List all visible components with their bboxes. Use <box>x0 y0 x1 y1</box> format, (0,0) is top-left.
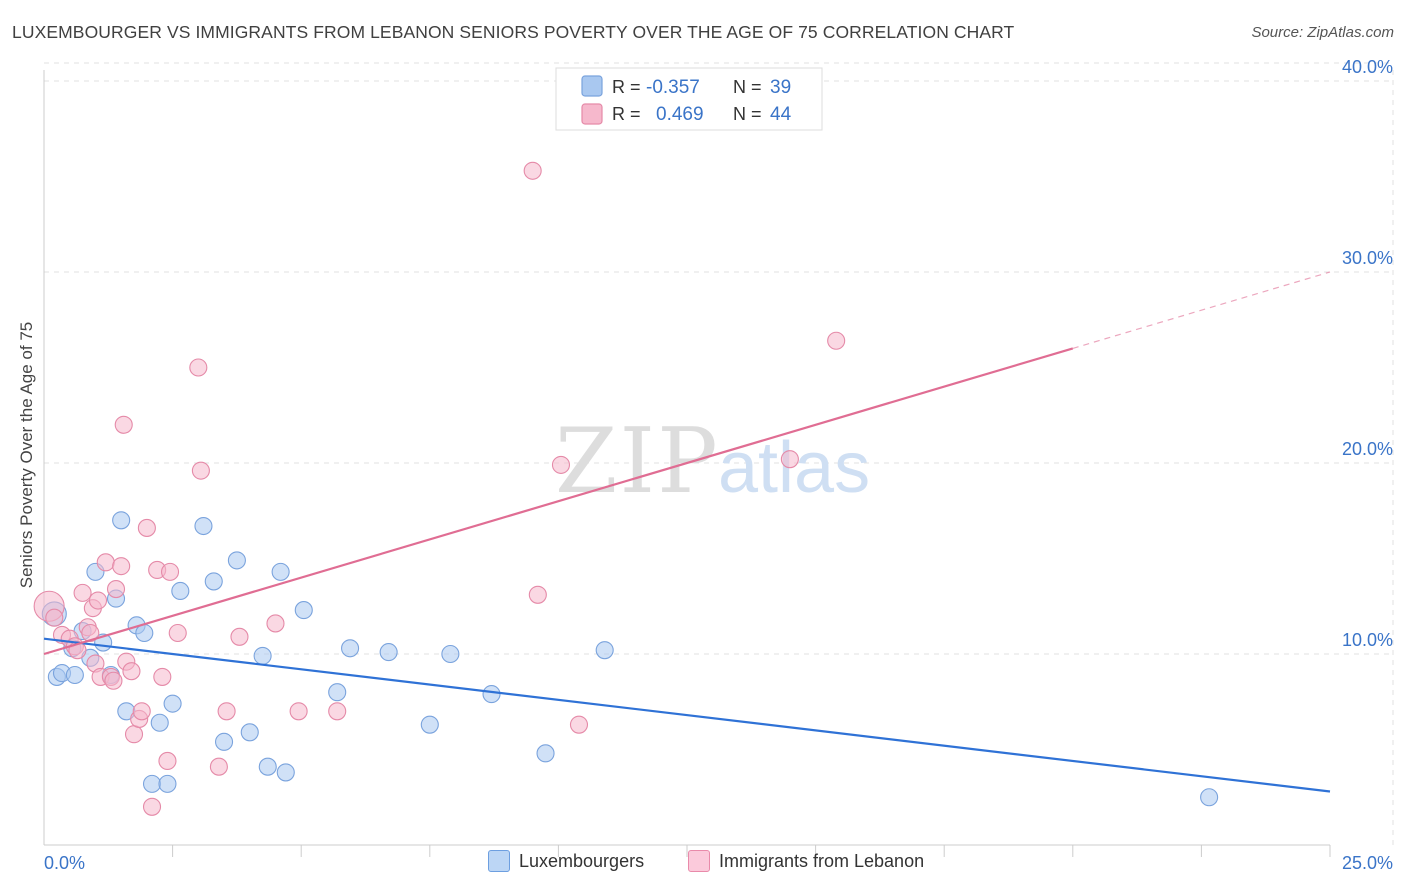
axes: 10.0% 20.0% 30.0% 40.0% 0.0% 25.0% Seniors … <box>17 57 1393 873</box>
point-luxembourgers-29 <box>294 601 313 620</box>
point-lebanon-20 <box>122 662 141 681</box>
point-lebanon-29 <box>160 562 180 581</box>
data-points <box>33 161 1219 816</box>
point-lebanon-43 <box>780 450 799 469</box>
legend-item-luxembourgers[interactable]: Luxembourgers <box>488 850 644 872</box>
point-luxembourgers-20 <box>194 516 213 536</box>
y-tick-label-20: 20.0% <box>1342 439 1393 459</box>
legend-item-lebanon[interactable]: Immigrants from Lebanon <box>688 850 924 872</box>
point-lebanon-13 <box>96 553 115 572</box>
point-lebanon-37 <box>289 702 308 721</box>
series-legend: Luxembourgers Immigrants from Lebanon <box>0 850 1406 880</box>
point-lebanon-28 <box>158 751 177 771</box>
point-luxembourgers-19 <box>171 581 190 601</box>
point-lebanon-18 <box>114 415 133 434</box>
point-lebanon-31 <box>189 358 208 377</box>
point-lebanon-33 <box>209 757 228 776</box>
point-luxembourgers-36 <box>536 744 555 763</box>
point-lebanon-32 <box>191 461 210 480</box>
legend-swatch-blue <box>581 75 603 97</box>
legend-label-luxembourgers: Luxembourgers <box>519 850 645 871</box>
point-luxembourgers-28 <box>276 763 295 782</box>
x-tick-label-max: 25.0% <box>1342 853 1393 873</box>
point-lebanon-34 <box>217 702 236 721</box>
legend-r-label-blue: R = <box>612 77 641 97</box>
point-lebanon-8 <box>81 623 100 643</box>
point-lebanon-42 <box>569 715 589 734</box>
point-luxembourgers-32 <box>379 643 398 662</box>
legend-n-label-pink: N = <box>733 104 762 124</box>
legend-swatch-pink <box>581 103 603 125</box>
legend-label-lebanon: Immigrants from Lebanon <box>719 850 925 871</box>
point-lebanon-23 <box>132 702 151 721</box>
point-luxembourgers-31 <box>341 639 360 658</box>
point-luxembourgers-30 <box>328 683 347 702</box>
legend-r-value-pink: 0.469 <box>656 104 704 125</box>
trend-lines <box>43 271 1331 793</box>
point-luxembourgers-21 <box>204 572 223 591</box>
legend-swatch-lebanon <box>688 850 710 872</box>
point-lebanon-21 <box>124 725 144 744</box>
point-luxembourgers-11 <box>112 511 131 530</box>
legend-n-value-pink: 44 <box>770 104 792 125</box>
legend-r-value-blue: -0.357 <box>646 77 700 98</box>
grid <box>44 62 1394 845</box>
point-luxembourgers-27 <box>271 562 290 581</box>
point-lebanon-30 <box>168 623 187 643</box>
point-luxembourgers-15 <box>142 774 162 793</box>
point-luxembourgers-33 <box>420 715 439 734</box>
y-tick-label-30: 30.0% <box>1342 248 1393 268</box>
point-lebanon-39 <box>523 161 542 180</box>
trend-line-lebanon-extension <box>1072 271 1331 349</box>
point-luxembourgers-35 <box>482 685 501 704</box>
legend-swatch-luxembourgers <box>488 850 510 872</box>
point-luxembourgers-16 <box>150 713 169 732</box>
point-luxembourgers-38 <box>1200 788 1219 807</box>
watermark-atlas: atlas <box>718 428 870 508</box>
point-lebanon-36 <box>266 614 285 633</box>
point-lebanon-35 <box>230 627 249 646</box>
trend-line-lebanon <box>43 347 1074 656</box>
point-lebanon-40 <box>528 585 547 604</box>
point-luxembourgers-26 <box>258 757 277 776</box>
point-luxembourgers-17 <box>158 774 177 793</box>
point-luxembourgers-37 <box>595 641 614 660</box>
chart-title: LUXEMBOURGER VS IMMIGRANTS FROM LEBANON … <box>12 22 1015 42</box>
stats-legend: R = -0.357 N = 39 R = 0.469 N = 44 <box>555 67 823 131</box>
point-luxembourgers-23 <box>227 551 246 570</box>
point-lebanon-11 <box>88 591 108 610</box>
y-axis-title: Seniors Poverty Over the Age of 75 <box>17 322 36 588</box>
point-lebanon-15 <box>104 671 123 690</box>
point-luxembourgers-34 <box>441 644 460 664</box>
legend-r-label-pink: R = <box>612 104 641 124</box>
watermark: ZIP atlas <box>555 409 870 514</box>
point-luxembourgers-24 <box>240 723 259 742</box>
legend-n-label-blue: N = <box>733 77 762 97</box>
y-tick-label-10: 10.0% <box>1342 630 1393 650</box>
point-lebanon-41 <box>551 455 571 474</box>
y-tick-labels: 10.0% 20.0% 30.0% 40.0% <box>1342 57 1393 650</box>
source-credit: Source: ZipAtlas.com <box>1251 24 1394 41</box>
point-luxembourgers-25 <box>253 646 272 665</box>
trend-line-luxembourgers <box>43 637 1331 793</box>
point-lebanon-25 <box>142 797 162 816</box>
x-tick-label-min: 0.0% <box>44 853 85 873</box>
legend-n-value-blue: 39 <box>770 77 791 98</box>
point-lebanon-24 <box>137 518 156 537</box>
point-luxembourgers-22 <box>214 732 234 751</box>
point-luxembourgers-18 <box>163 694 182 713</box>
point-lebanon-1 <box>45 608 64 627</box>
point-lebanon-17 <box>112 557 131 576</box>
point-lebanon-27 <box>153 667 172 686</box>
x-ticks <box>172 845 1331 857</box>
point-lebanon-6 <box>73 583 92 602</box>
point-lebanon-44 <box>827 331 846 350</box>
point-lebanon-38 <box>328 702 347 721</box>
point-luxembourgers-4 <box>65 665 84 685</box>
y-tick-label-40: 40.0% <box>1342 57 1393 77</box>
point-lebanon-16 <box>106 580 126 599</box>
